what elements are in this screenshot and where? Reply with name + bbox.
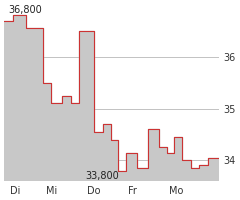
Polygon shape bbox=[4, 15, 219, 181]
Text: 36,800: 36,800 bbox=[8, 5, 42, 15]
Text: 33,800: 33,800 bbox=[86, 171, 120, 181]
